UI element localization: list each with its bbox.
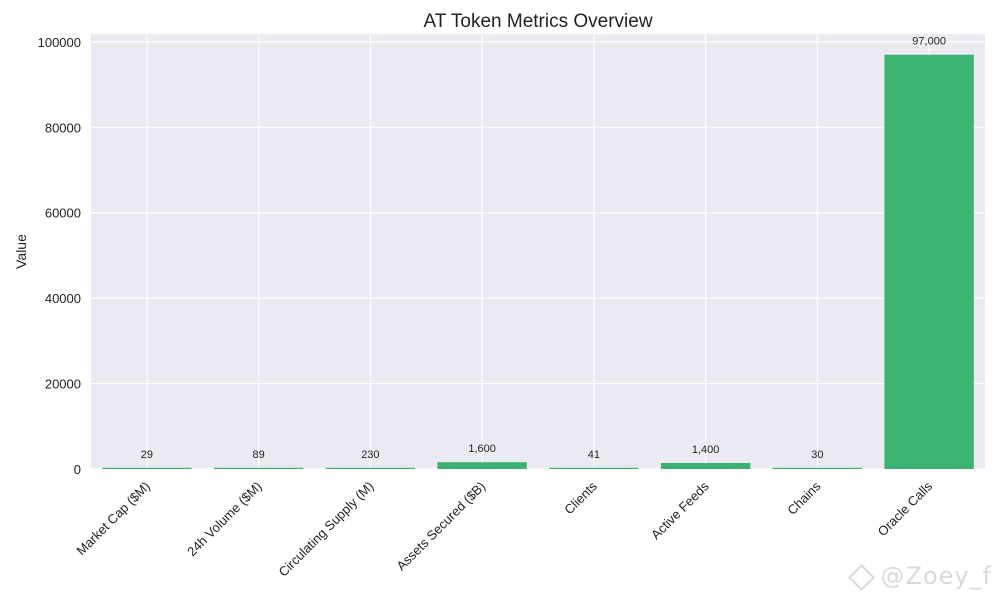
- bar: [884, 54, 974, 469]
- y-tick-label: 100000: [38, 35, 81, 50]
- chart-title: AT Token Metrics Overview: [423, 11, 652, 32]
- data-label: 1,600: [468, 443, 496, 455]
- bar: [213, 467, 304, 469]
- plot-area: [91, 34, 985, 469]
- data-label: 30: [811, 449, 823, 461]
- y-axis-label: Value: [13, 234, 29, 269]
- data-label: 29: [141, 449, 153, 461]
- x-tick-label: Active Feeds: [648, 478, 712, 542]
- binance-diamond-icon: [848, 563, 876, 591]
- watermark-text: @Zoey_f: [880, 562, 992, 590]
- x-tick-label: 24h Volume ($M): [184, 479, 265, 560]
- bar: [102, 467, 192, 469]
- bar: [549, 467, 639, 469]
- x-tick-label: Chains: [784, 478, 824, 518]
- x-tick-label: Assets Secured ($B): [393, 479, 488, 574]
- x-tick-label: Market Cap ($M): [73, 479, 153, 559]
- bar: [772, 467, 863, 469]
- y-tick-label: 80000: [45, 120, 81, 135]
- y-tick-label: 20000: [45, 377, 81, 392]
- data-label: 230: [361, 449, 379, 461]
- data-label: 1,400: [692, 444, 720, 456]
- watermark: @Zoey_f: [848, 562, 992, 591]
- bar: [325, 467, 416, 469]
- bar: [660, 463, 751, 469]
- data-label: 97,000: [912, 36, 946, 48]
- x-tick-label: Oracle Calls: [875, 478, 936, 539]
- x-tick-label: Clients: [561, 478, 600, 517]
- bar: [437, 462, 527, 469]
- y-tick-label: 40000: [45, 291, 81, 306]
- y-tick-label: 60000: [45, 206, 81, 221]
- data-label: 89: [253, 449, 265, 461]
- data-label: 41: [588, 449, 600, 461]
- y-tick-label: 0: [74, 462, 81, 477]
- x-tick-label: Circulating Supply (M): [275, 479, 376, 580]
